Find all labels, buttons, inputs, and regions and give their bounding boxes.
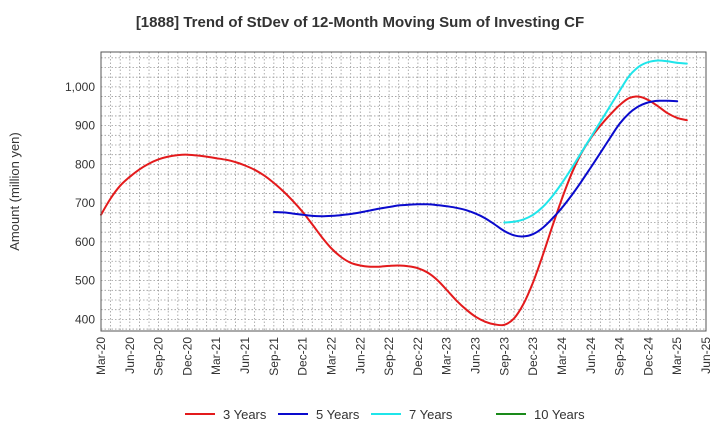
y-tick-label: 500 [75, 274, 95, 288]
series-lines [100, 59, 688, 327]
series-line-3-years [100, 95, 688, 327]
y-tick-label: 700 [75, 196, 95, 210]
x-tick-label: Jun-21 [238, 337, 252, 374]
x-tick-label: Mar-24 [555, 337, 569, 375]
y-tick-label: 900 [75, 119, 95, 133]
x-tick-labels: Mar-20 Jun-20 Sep-20 Dec-20 Mar-21 Jun-21 Sep-… [94, 337, 713, 376]
y-axis-label: Amount (million yen) [7, 132, 22, 251]
x-tick-label: Jun-25 [699, 337, 713, 374]
x-tick-label: Dec-23 [526, 337, 540, 376]
x-tick-label: Sep-20 [152, 337, 166, 376]
x-tick-label: Dec-22 [411, 337, 425, 376]
x-tick-label: Mar-22 [324, 337, 338, 375]
x-tick-label: Jun-24 [584, 337, 598, 374]
plot-frame [100, 51, 707, 332]
x-tick-label: Sep-23 [497, 337, 511, 376]
x-tick-label: Dec-24 [641, 337, 655, 376]
x-tick-label: Dec-20 [180, 337, 194, 376]
grid [101, 52, 706, 331]
x-tick-label: Sep-22 [382, 337, 396, 376]
y-tick-label: 1,000 [65, 80, 95, 94]
legend-label: 10 Years [534, 407, 585, 422]
y-tick-label: 800 [75, 157, 95, 171]
legend-item-7-years: 7 Years [371, 407, 453, 422]
y-tick-label: 400 [75, 312, 95, 326]
x-tick-label: Mar-23 [440, 337, 454, 375]
x-tick-label: Jun-20 [123, 337, 137, 374]
legend-label: 3 Years [223, 407, 267, 422]
x-tick-label: Jun-23 [469, 337, 483, 374]
y-tick-label: 600 [75, 235, 95, 249]
series-line-5-years [272, 99, 679, 238]
chart-title: [1888] Trend of StDev of 12-Month Moving… [135, 14, 585, 31]
x-tick-label: Sep-24 [613, 337, 627, 376]
x-tick-label: Sep-21 [267, 337, 281, 376]
legend-label: 5 Years [316, 407, 360, 422]
legend-label: 7 Years [409, 407, 453, 422]
legend-item-5-years: 5 Years [278, 407, 360, 422]
series-line-7-years [503, 59, 688, 224]
x-tick-label: Jun-22 [353, 337, 367, 374]
x-tick-label: Mar-25 [670, 337, 684, 375]
legend: 3 Years 5 Years 7 Years 10 Years [185, 407, 585, 422]
legend-item-10-years: 10 Years [496, 407, 585, 422]
x-tick-label: Dec-21 [296, 337, 310, 376]
y-tick-labels: 400 500 600 700 800 900 1,000 [65, 80, 95, 327]
x-tick-label: Mar-20 [94, 337, 108, 375]
legend-item-3-years: 3 Years [185, 407, 267, 422]
x-tick-label: Mar-21 [209, 337, 223, 375]
